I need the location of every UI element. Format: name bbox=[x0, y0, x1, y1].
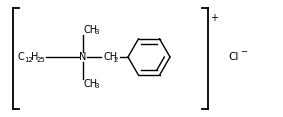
Text: H: H bbox=[31, 52, 38, 62]
Text: C: C bbox=[18, 52, 25, 62]
Text: CH: CH bbox=[103, 52, 117, 62]
Text: 2: 2 bbox=[114, 57, 118, 62]
Text: 3: 3 bbox=[94, 84, 98, 90]
Text: +: + bbox=[210, 13, 218, 23]
Text: 12: 12 bbox=[24, 57, 33, 62]
Text: Cl: Cl bbox=[228, 52, 238, 62]
Text: CH: CH bbox=[83, 25, 97, 35]
Text: 3: 3 bbox=[94, 29, 98, 35]
Text: CH: CH bbox=[83, 79, 97, 89]
Text: −: − bbox=[240, 48, 247, 57]
Text: 25: 25 bbox=[37, 57, 46, 62]
Text: N: N bbox=[79, 52, 87, 62]
